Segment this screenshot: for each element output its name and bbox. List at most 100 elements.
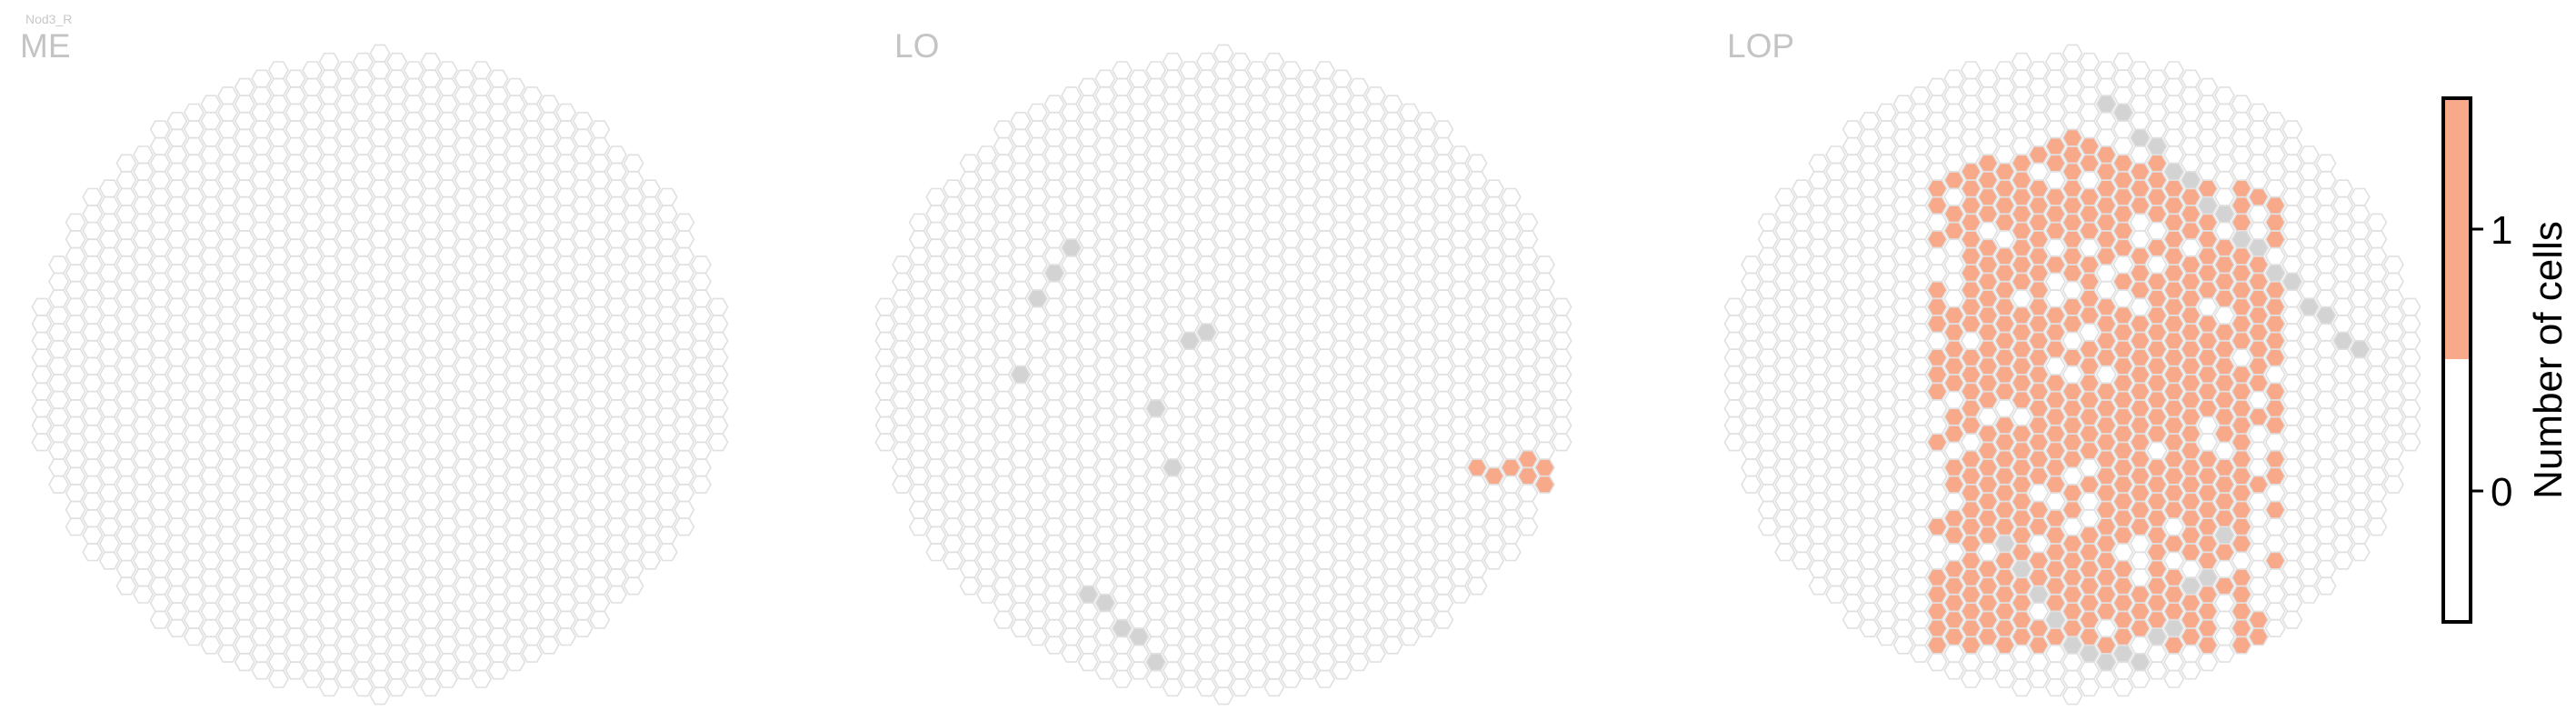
hex-cell <box>623 272 644 291</box>
hex-cell-value-1 <box>2095 517 2117 536</box>
hex-cell <box>149 255 171 275</box>
hex-cell <box>267 433 289 452</box>
hex-cell <box>1010 196 1032 215</box>
hex-cell <box>1449 348 1471 367</box>
hex-cell <box>1213 500 1234 519</box>
hex-cell <box>1415 230 1437 249</box>
hex-cell <box>267 636 289 655</box>
hex-cell <box>504 77 526 96</box>
hex-cell <box>2213 559 2235 578</box>
hex-cell <box>1094 187 1116 206</box>
hex-cell <box>1094 576 1116 596</box>
hex-cell <box>1449 315 1471 334</box>
hex-cell <box>1077 517 1099 536</box>
hex-cell <box>1280 145 1302 165</box>
hex-cell-value-1 <box>1994 297 2016 316</box>
hex-cell <box>1960 61 1982 80</box>
hex-cell <box>1145 484 1167 503</box>
hex-cell <box>2231 145 2252 165</box>
hex-cell <box>318 69 340 88</box>
hex-cell <box>2315 205 2337 224</box>
hex-cell <box>1364 475 1386 494</box>
hex-cell-value-1 <box>2180 305 2202 325</box>
hex-cell <box>1179 196 1201 215</box>
hex-cell <box>1230 255 1252 275</box>
hex-cell-value-1 <box>2146 356 2168 376</box>
hex-cell-value-1 <box>2095 331 2117 350</box>
hex-cell <box>1348 399 1370 418</box>
hex-cell-value-1 <box>2180 340 2202 359</box>
hex-cell <box>1111 399 1133 418</box>
hex-cell <box>2332 297 2354 316</box>
hex-cell <box>1297 559 1319 578</box>
hex-cell <box>1433 526 1454 545</box>
hex-cell <box>1533 356 1555 376</box>
hex-cell <box>1263 390 1285 409</box>
hex-cell <box>1926 551 1948 570</box>
hex-cell <box>200 145 222 165</box>
hex-cell <box>31 348 53 367</box>
hex-cell <box>976 484 998 503</box>
hex-cell <box>1757 500 1779 519</box>
hex-cell <box>623 171 644 190</box>
hex-cell <box>1382 636 1403 655</box>
hex-cell <box>267 551 289 570</box>
hex-cell <box>352 661 374 680</box>
hex-cell <box>1825 264 1847 283</box>
hex-cell <box>436 534 458 554</box>
hex-cell-value-1 <box>2028 433 2050 452</box>
hex-cell <box>115 356 137 376</box>
hex-cell <box>1399 154 1421 173</box>
hex-cell <box>1246 145 1268 165</box>
hex-cell <box>1910 305 1932 325</box>
hex-cell <box>1263 187 1285 206</box>
hex-cell <box>1195 425 1217 444</box>
hex-cell <box>386 594 408 613</box>
hex-cell-value-1 <box>2163 331 2185 350</box>
hex-cell-value-1 <box>1500 458 1522 477</box>
hex-cell <box>605 551 627 570</box>
hex-cell <box>1195 69 1217 88</box>
hex-cell <box>1246 551 1268 570</box>
hex-cell <box>504 466 526 486</box>
hex-cell <box>1263 205 1285 224</box>
hex-cell-value-1 <box>2079 425 2101 444</box>
hex-cell-value-1 <box>2011 390 2032 409</box>
hex-cell <box>993 425 1014 444</box>
hex-cell <box>572 331 594 350</box>
hex-cell <box>133 348 155 367</box>
hex-cell <box>471 128 493 147</box>
hex-cell <box>674 213 695 232</box>
hex-cell <box>302 196 324 215</box>
hex-cell <box>82 407 104 426</box>
hex-cell <box>690 340 712 359</box>
hex-cell <box>1010 399 1032 418</box>
hex-cell <box>149 187 171 206</box>
hex-cell <box>1774 407 1796 426</box>
hex-cell <box>1043 636 1065 655</box>
hex-cell <box>707 331 729 350</box>
hex-cell <box>2011 120 2032 139</box>
hex-cell <box>2298 196 2320 215</box>
hex-cell <box>115 526 137 545</box>
hex-cell <box>1483 517 1505 536</box>
hex-cell <box>1825 196 1847 215</box>
hex-cell <box>386 644 408 663</box>
hex-cell <box>1500 305 1522 325</box>
hex-cell <box>504 280 526 300</box>
hex-cell <box>993 120 1014 139</box>
hex-cell <box>285 340 306 359</box>
hex-cell <box>1825 399 1847 418</box>
hex-cell <box>436 517 458 536</box>
hex-cell <box>1195 374 1217 393</box>
hex-cell <box>420 120 442 139</box>
hex-cell <box>1348 95 1370 114</box>
hex-cell <box>1500 374 1522 393</box>
hex-cell <box>436 331 458 350</box>
hex-cell <box>521 356 543 376</box>
hex-cell <box>386 374 408 393</box>
hex-cell <box>1875 238 1897 257</box>
hex-cell <box>166 416 188 435</box>
hex-cell <box>572 585 594 604</box>
hex-cell-value-1 <box>2231 568 2252 587</box>
